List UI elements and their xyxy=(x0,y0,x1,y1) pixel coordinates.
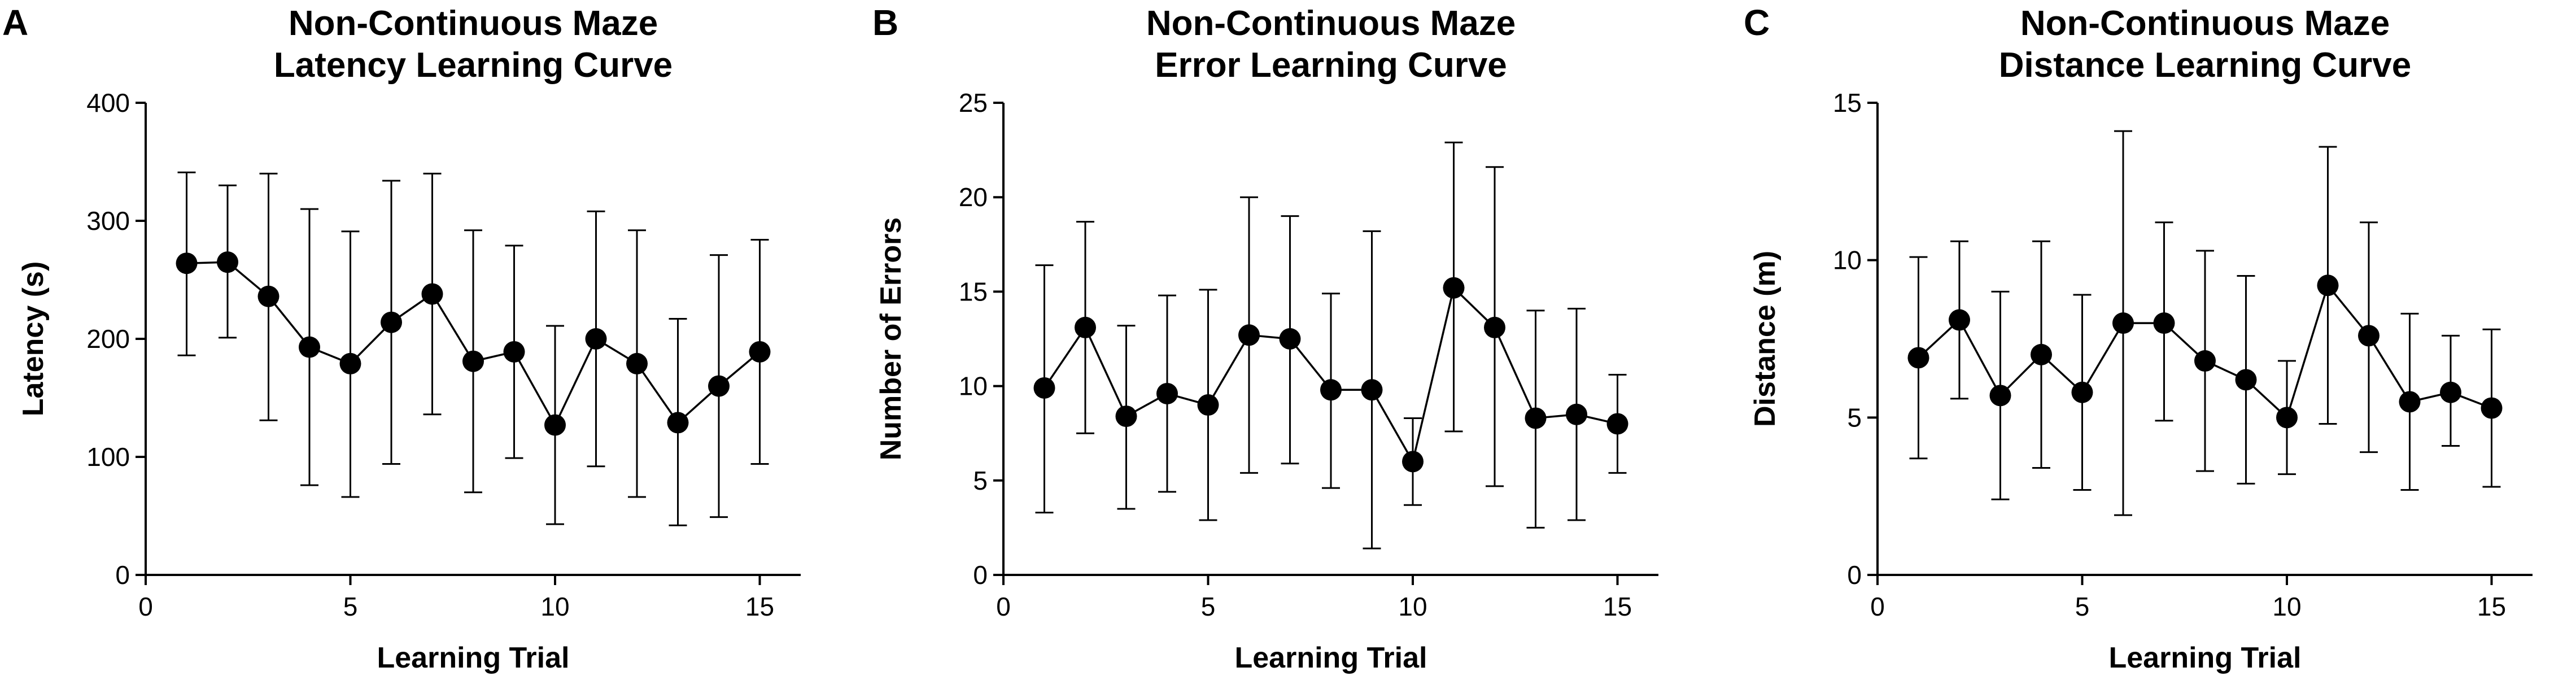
x-tick-label: 5 xyxy=(2075,592,2090,621)
data-point xyxy=(1197,394,1219,416)
data-point xyxy=(1156,382,1178,404)
data-point xyxy=(1320,379,1342,401)
data-point xyxy=(176,252,198,274)
y-tick-label: 0 xyxy=(973,560,988,590)
y-tick-label: 0 xyxy=(1847,560,1862,590)
y-axis-title: Distance (m) xyxy=(1749,251,1782,427)
data-point xyxy=(1238,324,1260,346)
data-point xyxy=(2235,369,2257,391)
data-point xyxy=(462,350,484,372)
chart-title-line: Non-Continuous Maze xyxy=(2020,4,2390,43)
data-point xyxy=(299,336,320,358)
data-point xyxy=(1443,277,1465,299)
data-point xyxy=(2358,325,2379,347)
data-point xyxy=(1402,451,1424,473)
chart-title-line: Error Learning Curve xyxy=(1155,46,1507,85)
y-tick-label: 5 xyxy=(1847,403,1862,432)
x-tick-label: 5 xyxy=(343,592,358,621)
data-point xyxy=(708,375,730,397)
y-tick-label: 25 xyxy=(959,88,988,117)
data-point xyxy=(1989,385,2011,407)
data-point xyxy=(339,352,361,374)
data-point xyxy=(1525,407,1547,429)
data-point xyxy=(544,414,566,436)
y-tick-label: 10 xyxy=(1833,246,1862,275)
y-tick-label: 5 xyxy=(973,466,988,495)
data-point xyxy=(585,328,607,350)
x-tick-label: 0 xyxy=(1870,592,1885,621)
data-point xyxy=(1949,309,1970,331)
x-tick-label: 0 xyxy=(996,592,1011,621)
chart-title-line: Latency Learning Curve xyxy=(274,46,673,85)
y-tick-label: 0 xyxy=(115,560,130,590)
x-tick-label: 10 xyxy=(540,592,569,621)
y-tick-label: 10 xyxy=(959,372,988,401)
x-tick-label: 15 xyxy=(2477,592,2506,621)
data-point xyxy=(749,341,771,363)
y-tick-label: 15 xyxy=(1833,88,1862,117)
y-axis-title: Number of Errors xyxy=(875,217,907,461)
data-point xyxy=(2194,350,2216,372)
data-point xyxy=(1606,413,1628,435)
x-tick-label: 15 xyxy=(1603,592,1632,621)
data-point xyxy=(2153,312,2175,334)
data-point xyxy=(2399,391,2421,413)
y-axis-title: Latency (s) xyxy=(17,261,50,417)
data-point xyxy=(667,412,689,434)
x-tick-label: 5 xyxy=(1201,592,1216,621)
x-tick-label: 10 xyxy=(1398,592,1427,621)
y-tick-label: 400 xyxy=(86,88,130,117)
y-tick-label: 20 xyxy=(959,182,988,212)
data-point xyxy=(503,341,525,363)
data-point xyxy=(421,283,443,305)
data-point xyxy=(2317,274,2339,296)
data-point xyxy=(2071,381,2093,403)
chart-title-line: Non-Continuous Maze xyxy=(1146,4,1516,43)
panel-label: B xyxy=(872,2,898,43)
data-point xyxy=(1484,316,1505,338)
data-point xyxy=(1907,347,1929,369)
data-point xyxy=(1566,403,1587,425)
x-tick-label: 15 xyxy=(745,592,774,621)
x-axis-title: Learning Trial xyxy=(377,642,570,674)
data-point xyxy=(1075,316,1096,338)
data-point xyxy=(2112,312,2134,334)
y-tick-label: 100 xyxy=(86,442,130,472)
data-point xyxy=(1115,405,1137,428)
data-point xyxy=(1033,377,1055,399)
panel-label: C xyxy=(1744,2,1770,43)
chart-title-line: Non-Continuous Maze xyxy=(289,4,658,43)
y-tick-label: 300 xyxy=(86,206,130,236)
data-point xyxy=(2481,397,2503,419)
data-point xyxy=(2031,343,2052,365)
data-point xyxy=(2276,407,2298,429)
data-point xyxy=(2440,381,2461,403)
data-point xyxy=(217,251,238,273)
x-tick-label: 0 xyxy=(138,592,153,621)
y-tick-label: 15 xyxy=(959,277,988,306)
data-point xyxy=(1279,328,1301,350)
panel-label: A xyxy=(2,2,28,43)
data-point xyxy=(626,352,648,374)
y-tick-label: 200 xyxy=(86,324,130,354)
data-point xyxy=(257,285,280,307)
data-point xyxy=(381,311,402,333)
chart-title-line: Distance Learning Curve xyxy=(1999,46,2411,85)
x-axis-title: Learning Trial xyxy=(2109,642,2302,674)
x-tick-label: 10 xyxy=(2272,592,2301,621)
x-axis-title: Learning Trial xyxy=(1235,642,1427,674)
data-point xyxy=(1361,379,1383,401)
